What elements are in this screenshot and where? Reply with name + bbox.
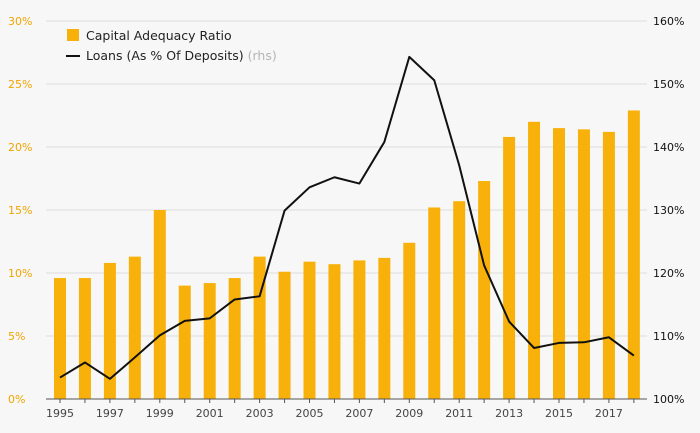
bar — [627, 110, 640, 400]
right-tick-label: 160% — [653, 15, 684, 28]
x-tick-label: 1995 — [46, 407, 74, 420]
x-tick-label: 2001 — [196, 407, 224, 420]
legend-swatch-bar — [67, 29, 79, 41]
bar — [278, 271, 291, 399]
bar — [478, 181, 491, 399]
bar — [353, 260, 366, 399]
bar — [153, 210, 166, 399]
left-axis: 0% 5% 10% 15% 20% 25% 30% — [8, 15, 32, 406]
bar-series — [54, 110, 640, 400]
bar — [228, 278, 241, 399]
legend-label-line: Loans (As % Of Deposits) (rhs) — [86, 48, 277, 63]
legend-label-bar: Capital Adequacy Ratio — [86, 28, 232, 43]
bar — [577, 129, 590, 400]
left-tick-label: 25% — [8, 78, 32, 91]
gridlines — [46, 20, 647, 337]
right-tick-label: 100% — [653, 393, 684, 406]
x-tick-label: 1999 — [146, 407, 174, 420]
left-tick-label: 10% — [8, 267, 32, 280]
bar — [178, 285, 191, 399]
x-tick-label: 2007 — [345, 407, 373, 420]
legend: Capital Adequacy Ratio Loans (As % Of De… — [66, 28, 277, 63]
right-tick-label: 140% — [653, 141, 684, 154]
left-tick-label: 5% — [8, 330, 25, 343]
x-tick-label: 2013 — [495, 407, 523, 420]
x-tick-label: 1997 — [96, 407, 124, 420]
bar — [428, 207, 441, 399]
bar — [328, 264, 341, 399]
bar — [553, 128, 565, 399]
left-tick-label: 30% — [8, 15, 32, 28]
bar — [128, 256, 141, 399]
right-tick-label: 110% — [653, 330, 684, 343]
bar — [253, 256, 266, 399]
bar — [453, 201, 466, 399]
bar — [378, 257, 391, 399]
bar — [54, 278, 66, 399]
left-tick-label: 0% — [8, 393, 25, 406]
left-tick-label: 15% — [8, 204, 32, 217]
right-tick-label: 120% — [653, 267, 684, 280]
bar — [602, 131, 615, 399]
x-tick-label: 2003 — [246, 407, 274, 420]
right-axis: 100% 110% 120% 130% 140% 150% 160% — [653, 15, 684, 406]
bar — [303, 261, 316, 399]
legend-label-line-name: Loans (As % Of Deposits) — [86, 48, 244, 63]
series-line-loans — [59, 55, 635, 380]
x-tick-label: 2011 — [445, 407, 473, 420]
x-tick-label: 2005 — [296, 407, 324, 420]
bar — [78, 278, 91, 399]
right-tick-label: 130% — [653, 204, 684, 217]
x-tick-label: 2015 — [545, 407, 573, 420]
x-axis: 1995 1997 1999 2001 2003 2005 2007 2009 2011 2013… — [46, 398, 647, 420]
x-tick-label: 2017 — [595, 407, 623, 420]
line-series — [59, 55, 635, 380]
x-tick-label: 2009 — [395, 407, 423, 420]
left-tick-label: 20% — [8, 141, 32, 154]
bar — [528, 121, 541, 400]
legend-label-line-suffix: (rhs) — [248, 48, 277, 63]
right-tick-label: 150% — [653, 78, 684, 91]
bar — [503, 136, 516, 400]
bar — [403, 242, 416, 399]
bar — [103, 262, 116, 399]
bar — [203, 283, 216, 399]
